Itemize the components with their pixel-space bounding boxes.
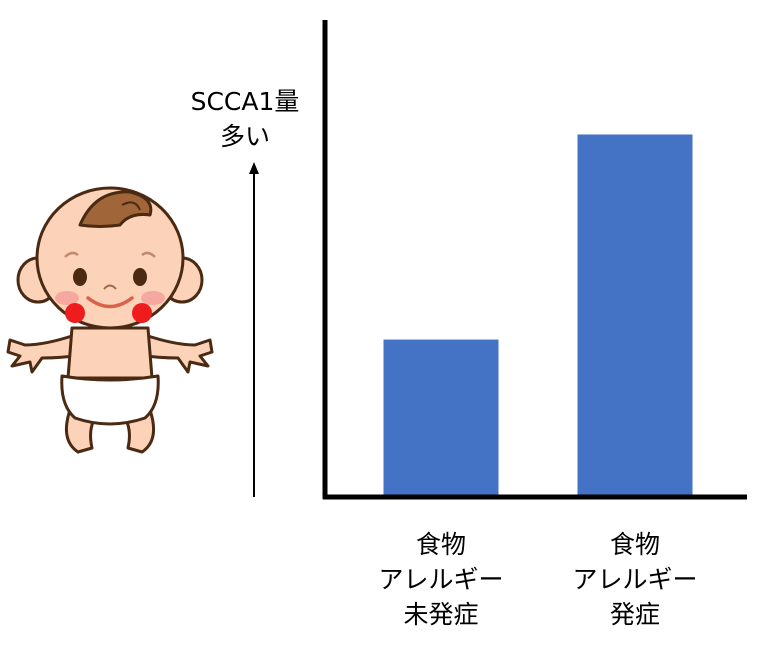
category-label-1: 食物 アレルギー 発症 bbox=[572, 530, 697, 629]
arrow-up-icon bbox=[249, 162, 259, 174]
category-label-line: 食物 bbox=[610, 530, 660, 559]
category-label-line: アレルギー bbox=[572, 565, 697, 594]
category-label-line: 発症 bbox=[610, 600, 660, 629]
baby-icon bbox=[6, 186, 214, 454]
bar-1 bbox=[577, 134, 693, 498]
category-label-line: 未発症 bbox=[403, 600, 478, 629]
category-label-0: 食物 アレルギー 未発症 bbox=[378, 530, 503, 629]
category-label-line: アレルギー bbox=[378, 565, 503, 594]
y-label-line-2: 多い bbox=[220, 122, 270, 151]
category-label-line: 食物 bbox=[416, 530, 466, 559]
bar-0 bbox=[383, 339, 499, 497]
y-label-line-1: SCCA1量 bbox=[191, 87, 300, 116]
